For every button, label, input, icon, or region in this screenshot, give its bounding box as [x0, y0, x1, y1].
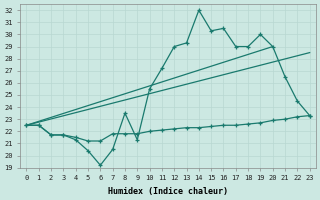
X-axis label: Humidex (Indice chaleur): Humidex (Indice chaleur): [108, 187, 228, 196]
